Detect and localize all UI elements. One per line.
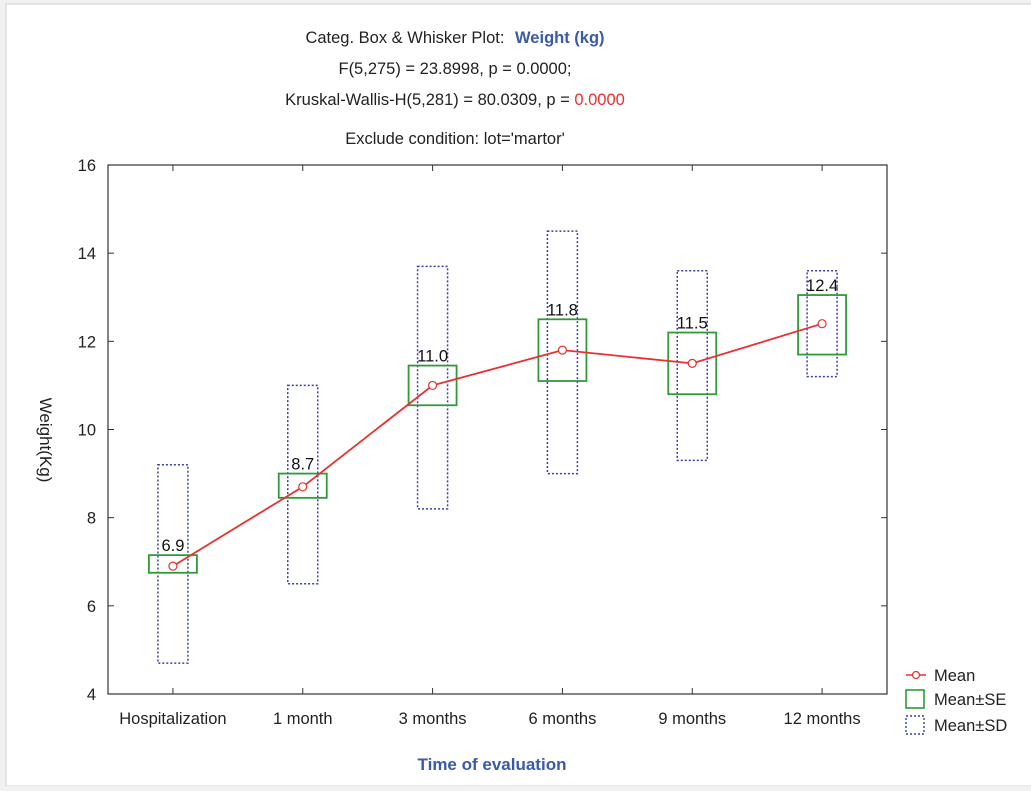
x-tick-label: Hospitalization	[119, 710, 226, 728]
y-tick-label: 4	[87, 686, 96, 704]
sd-box	[287, 384, 319, 585]
figure-frame	[5, 3, 1031, 787]
x-tick-label: 12 months	[784, 710, 861, 728]
y-tick-label: 16	[78, 157, 96, 175]
data-label: 8.7	[291, 456, 314, 474]
kw-p-value: 0.0000	[574, 91, 624, 109]
chart-marks: 6.9 8.7 11.0 11.8 11.5 12.4	[148, 230, 847, 664]
legend-se-label: Mean±SE	[934, 691, 1006, 709]
legend-se-box	[905, 689, 925, 709]
stats-line-f: F(5,275) = 23.8998, p = 0.0000;	[338, 60, 571, 78]
se-box	[537, 318, 588, 382]
data-label: 11.0	[417, 348, 448, 366]
x-tick-label: 6 months	[528, 710, 596, 728]
se-box	[148, 554, 198, 574]
mean-point	[557, 345, 568, 355]
mean-line	[172, 322, 823, 567]
y-tick-label: 14	[78, 245, 96, 263]
x-tick-label: 3 months	[399, 710, 467, 728]
se-box	[277, 472, 328, 499]
mean-point	[168, 561, 178, 571]
sd-box	[676, 270, 708, 462]
mean-point	[298, 482, 308, 492]
x-axis: Hospitalization 1 month 3 months 6 months 9 …	[119, 165, 861, 728]
legend-mean-marker	[911, 670, 921, 680]
mean-point	[817, 319, 827, 329]
data-label: 12.4	[806, 277, 838, 295]
y-axis: 4 6 8 10 12 14 16	[78, 157, 887, 704]
sd-box	[157, 464, 189, 664]
y-axis-label: Weight(Kg)	[36, 398, 55, 483]
se-box	[667, 331, 718, 396]
x-tick-label: 9 months	[658, 710, 726, 728]
legend-sd-label: Mean±SD	[934, 717, 1007, 735]
data-label: 11.5	[677, 315, 708, 333]
stats-line-kw: Kruskal-Wallis-H(5,281) = 80.0309, p = 0…	[285, 91, 625, 109]
x-axis-label: Time of evaluation	[418, 755, 567, 774]
title-prefix: Categ. Box & Whisker Plot:	[305, 29, 504, 47]
legend-sd-box	[905, 715, 925, 735]
y-tick-label: 8	[87, 510, 96, 528]
y-tick-label: 6	[87, 598, 96, 616]
exclude-condition: Exclude condition: lot='martor'	[345, 130, 565, 148]
y-tick-label: 10	[78, 422, 96, 440]
kw-prefix: Kruskal-Wallis-H(5,281) = 80.0309, p =	[285, 91, 574, 109]
data-label: 6.9	[161, 537, 184, 555]
x-tick-label: 1 month	[273, 710, 333, 728]
title-variable: Weight (kg)	[515, 29, 605, 47]
data-label: 11.8	[547, 301, 578, 319]
se-box	[407, 364, 458, 407]
mean-point	[687, 358, 697, 368]
chart-title: Categ. Box & Whisker Plot: Weight (kg)	[305, 29, 604, 47]
se-box	[797, 294, 847, 356]
y-tick-label: 12	[78, 333, 96, 351]
mean-point	[427, 380, 438, 391]
legend: Mean Mean±SE Mean±SD	[905, 667, 1007, 735]
legend-mean-label: Mean	[934, 667, 975, 685]
